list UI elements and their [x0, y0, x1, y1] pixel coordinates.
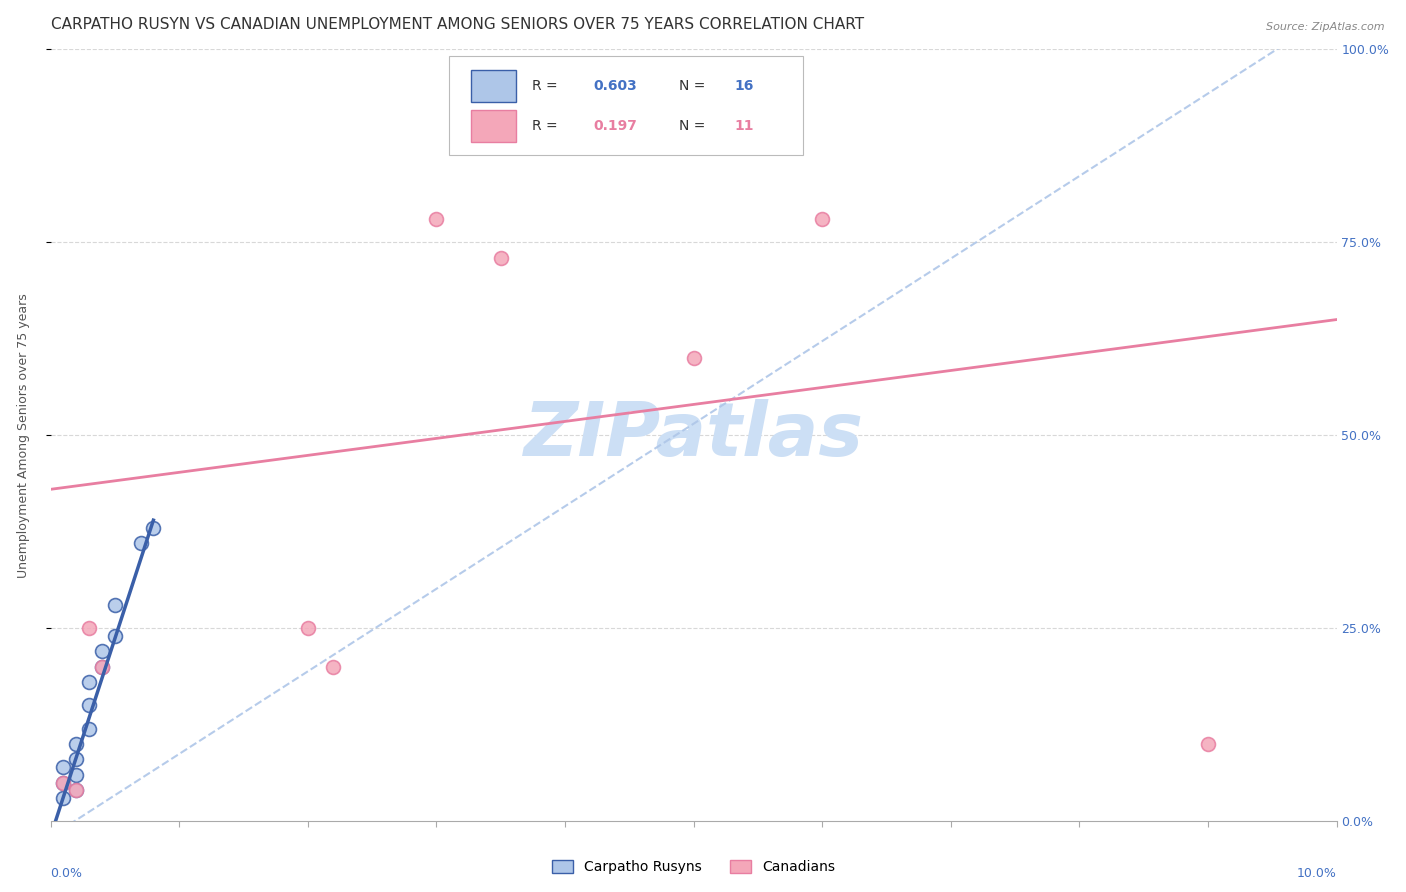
- Text: R =: R =: [531, 119, 565, 133]
- Point: [104, 629, 127, 643]
- Text: 11: 11: [735, 119, 754, 133]
- Point: [65, 783, 87, 797]
- Point: [77, 675, 100, 690]
- Point: [77, 698, 100, 713]
- Text: N =: N =: [679, 78, 710, 93]
- Point: [77, 621, 100, 635]
- Text: 10.0%: 10.0%: [1296, 867, 1337, 880]
- Point: [322, 660, 344, 674]
- Text: 0.197: 0.197: [593, 119, 637, 133]
- Point: [682, 351, 704, 366]
- Point: [65, 752, 87, 766]
- Bar: [471, 70, 516, 102]
- Point: [52, 775, 75, 789]
- Point: [91, 644, 114, 658]
- Text: CARPATHO RUSYN VS CANADIAN UNEMPLOYMENT AMONG SENIORS OVER 75 YEARS CORRELATION : CARPATHO RUSYN VS CANADIAN UNEMPLOYMENT …: [51, 17, 863, 32]
- Point: [91, 660, 114, 674]
- Point: [65, 737, 87, 751]
- Point: [65, 783, 87, 797]
- Bar: [471, 110, 516, 142]
- Point: [425, 212, 447, 227]
- Point: [104, 598, 127, 612]
- Text: 16: 16: [735, 78, 754, 93]
- Legend: Carpatho Rusyns, Canadians: Carpatho Rusyns, Canadians: [547, 855, 841, 880]
- Text: ZIPatlas: ZIPatlas: [523, 399, 863, 472]
- Point: [129, 536, 152, 550]
- Point: [52, 760, 75, 774]
- Point: [77, 722, 100, 736]
- Text: Source: ZipAtlas.com: Source: ZipAtlas.com: [1267, 22, 1385, 32]
- Point: [1197, 737, 1219, 751]
- Point: [811, 212, 834, 227]
- Point: [297, 621, 319, 635]
- Point: [65, 768, 87, 782]
- Point: [489, 251, 512, 265]
- Text: 0.603: 0.603: [593, 78, 637, 93]
- Point: [91, 660, 114, 674]
- Text: N =: N =: [679, 119, 710, 133]
- Point: [142, 521, 165, 535]
- Text: R =: R =: [531, 78, 561, 93]
- Text: 0.0%: 0.0%: [51, 867, 83, 880]
- FancyBboxPatch shape: [449, 56, 803, 155]
- Point: [52, 775, 75, 789]
- Y-axis label: Unemployment Among Seniors over 75 years: Unemployment Among Seniors over 75 years: [17, 293, 30, 578]
- Point: [52, 791, 75, 805]
